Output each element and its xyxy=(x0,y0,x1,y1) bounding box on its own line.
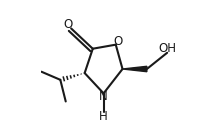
Polygon shape xyxy=(123,66,147,72)
Text: O: O xyxy=(63,18,72,31)
Text: H: H xyxy=(99,110,108,123)
Text: OH: OH xyxy=(159,42,177,55)
Text: N: N xyxy=(99,90,108,103)
Text: O: O xyxy=(113,35,123,48)
